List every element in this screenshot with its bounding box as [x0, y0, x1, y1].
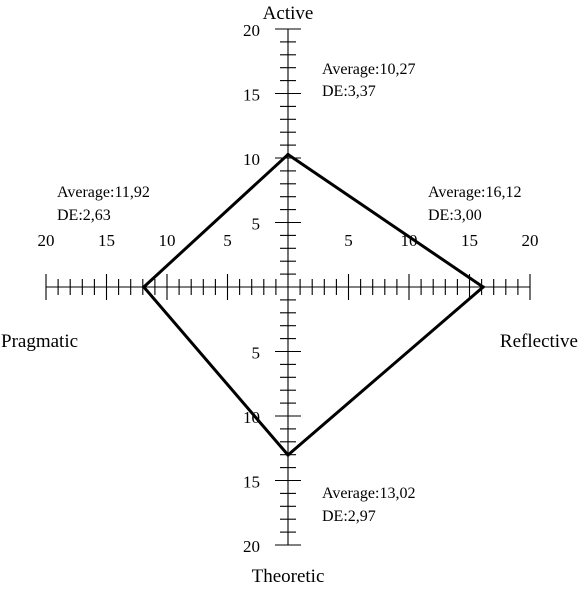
data-point-active	[286, 152, 290, 157]
average-label-reflective: Average:16,12	[428, 184, 521, 201]
de-label-reflective: DE:3,00	[428, 207, 482, 224]
average-label-active: Average:10,27	[322, 61, 415, 78]
axis-label-theoretic: Theoretic	[252, 566, 325, 587]
tick-label-down-15: 15	[243, 473, 260, 492]
de-label-theoretic: DE:2,97	[322, 508, 376, 525]
tick-label-right-15: 15	[461, 231, 478, 250]
tick-label-left-15: 15	[98, 231, 115, 250]
tick-label-left-5: 5	[223, 231, 232, 250]
tick-label-right-20: 20	[522, 231, 539, 250]
tick-label-down-10: 10	[243, 408, 260, 427]
data-point-pragmatic	[142, 285, 146, 289]
average-label-pragmatic: Average:11,92	[57, 184, 150, 201]
de-label-active: DE:3,37	[322, 83, 376, 100]
tick-label-up-5: 5	[252, 215, 261, 234]
average-label-theoretic: Average:13,02	[322, 485, 415, 502]
axis-label-pragmatic: Pragmatic	[1, 331, 78, 352]
tick-label-down-20: 20	[243, 537, 260, 556]
tick-label-left-20: 20	[38, 231, 55, 250]
tick-label-up-15: 15	[243, 86, 260, 105]
axis-label-reflective: Reflective	[500, 331, 578, 352]
tick-label-up-20: 20	[243, 21, 260, 40]
de-label-pragmatic: DE:2,63	[57, 207, 111, 224]
data-point-theoretic	[286, 453, 290, 457]
tick-label-down-5: 5	[252, 344, 261, 363]
tick-label-right-10: 10	[401, 231, 418, 250]
axis-label-active: Active	[263, 3, 314, 24]
tick-label-right-5: 5	[344, 231, 353, 250]
tick-label-left-10: 10	[159, 231, 176, 250]
data-point-reflective	[481, 285, 485, 289]
tick-label-up-10: 10	[243, 150, 260, 169]
